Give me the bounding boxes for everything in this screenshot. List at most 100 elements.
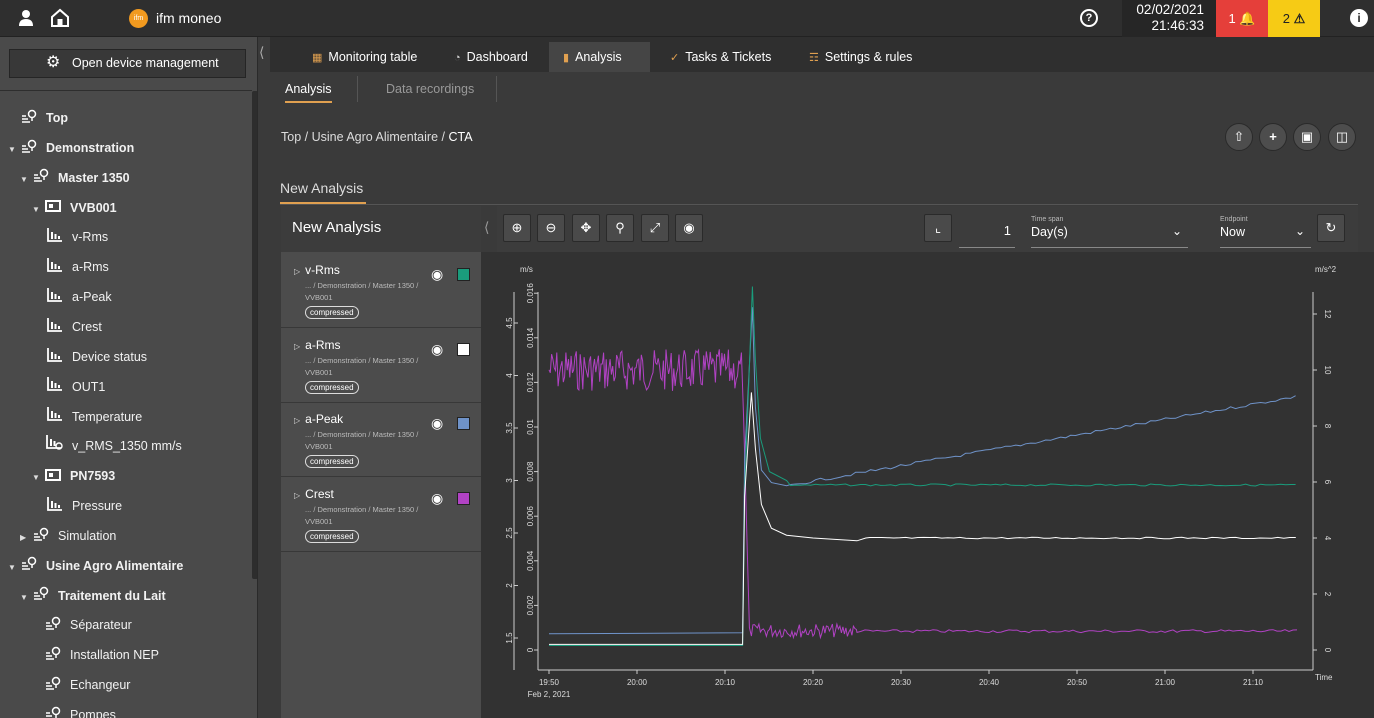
expand-right-icon[interactable]: ▶ [20,532,27,542]
y-right-tick-label: 8 [1323,424,1332,429]
refresh-button[interactable]: ↻ [1317,214,1345,242]
tree-item[interactable]: ▼ Demonstration [8,133,134,163]
endpoint-label: Endpoint [1220,216,1248,223]
tab-monitoring-table[interactable]: ▦ Monitoring table [298,42,431,72]
tree-item[interactable]: a-Peak [44,282,112,312]
tree-item[interactable]: Pressure [44,491,122,521]
tree-item[interactable]: ▼ Master 1350 [20,163,130,193]
tab-dashboard[interactable]: ◔ Dashboard [440,42,542,72]
expand-down-icon[interactable]: ▼ [20,592,28,602]
info-icon[interactable]: i [1350,9,1368,27]
alarm-badge[interactable]: 1 🔔 [1216,0,1268,37]
zoom-in-button[interactable]: ⊕ [503,214,531,242]
tree-item[interactable]: Top [8,103,68,133]
series-item[interactable]: ▷ a-Rms ... / Demonstration / Master 1350 … [281,329,481,403]
sidebar-scrollbar[interactable] [252,91,257,579]
chart-toolbar: ⊕ ⊖ ✥ ⚲ ⤢ ◉ ⌞ 1 Time span Day(s) ⌄ Endpo… [497,206,1358,252]
analysis-section-title-text: New Analysis [280,180,364,196]
search-button[interactable]: ⚲ [606,214,634,242]
tree-item[interactable]: ▼ PN7593 [32,461,115,491]
x-tick-label: 19:50 [539,678,560,687]
gear-icon: ⚙ [46,54,61,71]
eye-icon[interactable]: ◉ [431,415,444,432]
series-path-line1: ... / Demonstration / Master 1350 / [305,430,419,440]
tree-item[interactable]: Temperature [44,402,142,432]
delete-button[interactable]: ◫ [1328,123,1356,151]
tree-item[interactable]: v_RMS_1350 mm/s [44,431,182,461]
endpoint-select[interactable]: Endpoint Now ⌄ [1220,212,1311,248]
visibility-button[interactable]: ◉ [675,214,703,242]
tab-tasks-tickets[interactable]: ✓ Tasks & Tickets [656,42,785,72]
tree-item[interactable]: v-Rms [44,222,108,252]
subtab-analysis[interactable]: Analysis [285,82,332,103]
export-button[interactable]: ⇧ [1225,123,1253,151]
series-item[interactable]: ▷ Crest ... / Demonstration / Master 1350 … [281,478,481,552]
tree-item[interactable]: Installation NEP [32,640,159,670]
zoom-out-button[interactable]: ⊖ [537,214,565,242]
user-icon[interactable] [16,8,36,28]
subtab-data-recordings[interactable]: Data recordings [386,82,475,96]
eye-icon[interactable]: ◉ [431,489,444,506]
tab-settings-rules[interactable]: ☶ Settings & rules [795,42,926,72]
series-color-swatch[interactable] [457,342,470,356]
tree-item[interactable]: ▼ Usine Agro Alimentaire [8,551,183,581]
y-right-tick-label: 4 [1323,536,1332,541]
sensor-data-icon [44,223,66,253]
series-color-swatch[interactable] [457,491,470,505]
eye-icon[interactable]: ◉ [431,266,444,282]
expand-down-icon[interactable]: ▼ [20,174,28,184]
tree-item[interactable]: Pompes [32,700,116,718]
expand-down-icon[interactable]: ▼ [32,204,40,214]
fit-button[interactable]: ⤢ [641,214,669,242]
time-offset-button[interactable]: ⌞ [924,214,952,242]
tree-item[interactable]: a-Rms [44,252,109,282]
tree-item-label: v-Rms [72,230,109,245]
location-node-icon [42,611,64,641]
time-count-input[interactable]: 1 [959,216,1015,248]
help-icon[interactable]: ? [1080,9,1098,27]
collapse-sidebar-icon[interactable]: ⟨ [259,44,265,60]
expand-right-icon[interactable]: ▷ [294,416,301,426]
analysis-chart[interactable]: m/s m/s^2 Time 1.5 2 2.5 3 3.5 4 4.5 0 0.002 0.004 0.… [481,252,1374,718]
tree-item[interactable]: Séparateur [32,610,132,640]
y-left-inner-tick-label: 0.012 [526,372,535,393]
expand-down-icon[interactable]: ▼ [8,562,16,572]
tree-item[interactable]: ▶ Simulation [20,521,116,551]
tree-item[interactable]: ▼ VVB001 [32,193,117,223]
eye-icon[interactable]: ◉ [431,340,444,357]
subtab-divider [357,76,358,102]
expand-down-icon[interactable]: ▼ [8,144,16,154]
tree-item-label: Device status [72,349,148,364]
collapse-panel-icon[interactable]: ⟨ [484,219,490,235]
series-color-swatch[interactable] [457,268,470,281]
tree-item[interactable]: Crest [44,312,102,342]
breadcrumb-path[interactable]: Top / Usine Agro Alimentaire / [281,130,449,144]
upload-icon: ⇧ [1233,129,1245,144]
tree-item[interactable]: ▼ Traitement du Lait [20,581,166,611]
breadcrumb-current: CTA [448,130,473,144]
open-device-management-button[interactable]: ⚙ Open device management [9,49,246,78]
home-icon[interactable] [50,8,70,28]
series-name: ▷ Crest [294,487,334,501]
series-item[interactable]: ▷ v-Rms ... / Demonstration / Master 1350 … [281,254,481,328]
save-button[interactable]: ▣ [1293,123,1321,151]
time-span-select[interactable]: Time span Day(s) ⌄ [1031,212,1188,248]
tree-item[interactable]: Device status [44,342,147,372]
warning-badge[interactable]: 2 ⚠ [1268,0,1320,37]
expand-right-icon[interactable]: ▷ [294,490,301,500]
expand-right-icon[interactable]: ▷ [294,341,301,351]
tree-item[interactable]: Echangeur [32,670,130,700]
series-item[interactable]: ▷ a-Peak ... / Demonstration / Master 1350… [281,403,481,478]
add-button[interactable]: + [1259,123,1287,151]
series-color-swatch[interactable] [457,417,470,431]
bell-icon: 🔔 [1239,11,1256,26]
tab-analysis[interactable]: ▮ Analysis [549,42,650,72]
location-node-icon [42,701,64,718]
expand-down-icon[interactable]: ▼ [32,473,40,483]
sensor-data-icon [44,402,66,432]
tree-item-label: Crest [72,319,102,334]
chevron-down-icon: ⌄ [1294,224,1305,238]
pan-button[interactable]: ✥ [572,214,600,242]
expand-right-icon[interactable]: ▷ [294,267,301,276]
tree-item[interactable]: OUT1 [44,372,105,402]
